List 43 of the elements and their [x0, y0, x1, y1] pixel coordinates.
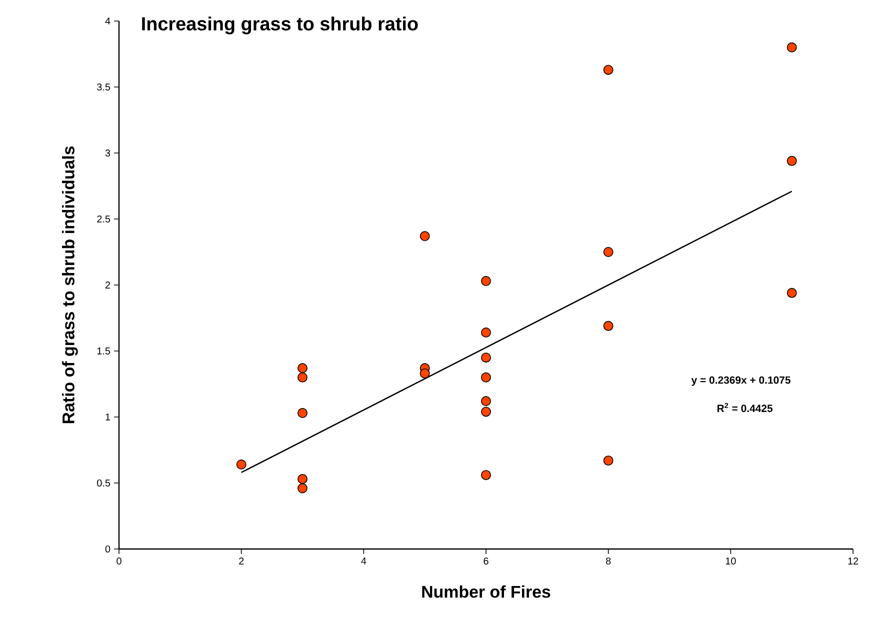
- y-tick-label: 3.5: [97, 83, 110, 91]
- point: [481, 396, 491, 406]
- point: [298, 363, 308, 374]
- point: [236, 460, 246, 470]
- point: [603, 247, 614, 257]
- point: [298, 372, 308, 382]
- y-tick-label: 3: [105, 149, 110, 157]
- x-tick-label: 0: [116, 558, 122, 565]
- x-axis-title: Number of Fires: [422, 585, 550, 598]
- y-tick-label: 1.5: [97, 348, 110, 354]
- y-tick-label: 2.5: [97, 215, 110, 223]
- point: [481, 352, 491, 363]
- point: [481, 372, 491, 382]
- x-tick-label: 12: [848, 558, 858, 564]
- x-tick-label: 4: [361, 557, 366, 564]
- x-tick-label: 6: [484, 558, 488, 565]
- y-tick-label: 0: [105, 545, 110, 553]
- point: [603, 64, 614, 75]
- point: [420, 231, 430, 242]
- point: [420, 368, 430, 378]
- point: [786, 288, 797, 298]
- point: [603, 320, 614, 331]
- y-tick-label: 4: [105, 18, 110, 24]
- point: [298, 483, 308, 494]
- point: [298, 474, 308, 484]
- annotation: y = 0.2369x + 0.1075: [691, 376, 790, 386]
- chart-title: Increasing grass to shrub ratio: [142, 16, 418, 34]
- point: [603, 456, 614, 466]
- annotation: R$^{2}$ = 0.4425: [717, 402, 773, 412]
- point: [481, 470, 491, 480]
- y-tick-label: 1: [106, 414, 110, 420]
- point: [786, 156, 797, 166]
- point: [481, 406, 491, 417]
- point: [481, 328, 491, 338]
- y-tick-label: 0.5: [97, 479, 110, 487]
- x-tick-label: 8: [606, 558, 611, 565]
- point: [298, 408, 308, 418]
- y-tick-label: 2: [105, 282, 110, 288]
- point: [786, 42, 797, 52]
- y-axis-title: Ratio of grass to shrub individuals: [62, 146, 78, 424]
- point: [481, 276, 491, 286]
- x-tick-label: 10: [726, 558, 736, 565]
- x-tick-label: 2: [239, 558, 244, 564]
